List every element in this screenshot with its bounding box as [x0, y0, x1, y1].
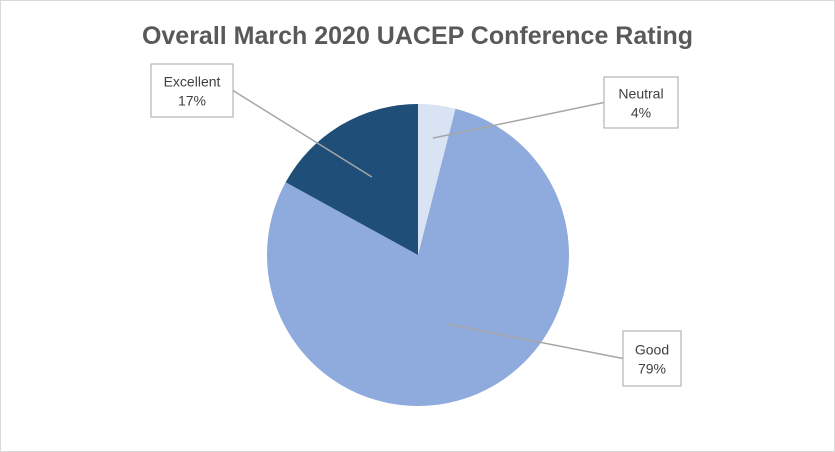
data-label-neutral: Neutral 4% [603, 76, 679, 129]
pie-slice-neutral [418, 104, 456, 255]
leader-line-good [447, 323, 624, 360]
data-label-percent-good: 79% [638, 361, 666, 377]
data-label-excellent: Excellent 17% [150, 63, 234, 118]
data-label-percent-excellent: 17% [178, 93, 206, 109]
data-label-category-good: Good [635, 342, 669, 358]
leader-line-neutral [432, 101, 605, 139]
data-label-category-excellent: Excellent [164, 74, 221, 90]
data-label-percent-neutral: 4% [631, 105, 651, 121]
data-label-box-excellent [150, 63, 234, 118]
pie-slice-good [267, 108, 569, 406]
leader-line-excellent [232, 89, 373, 178]
pie-slice-excellent [285, 103, 418, 255]
data-label-box-neutral [603, 76, 679, 129]
data-label-category-neutral: Neutral [618, 86, 663, 102]
chart-title: Overall March 2020 UACEP Conference Rati… [141, 22, 694, 50]
data-label-box-good [622, 330, 682, 387]
data-label-good: Good 79% [622, 330, 682, 387]
